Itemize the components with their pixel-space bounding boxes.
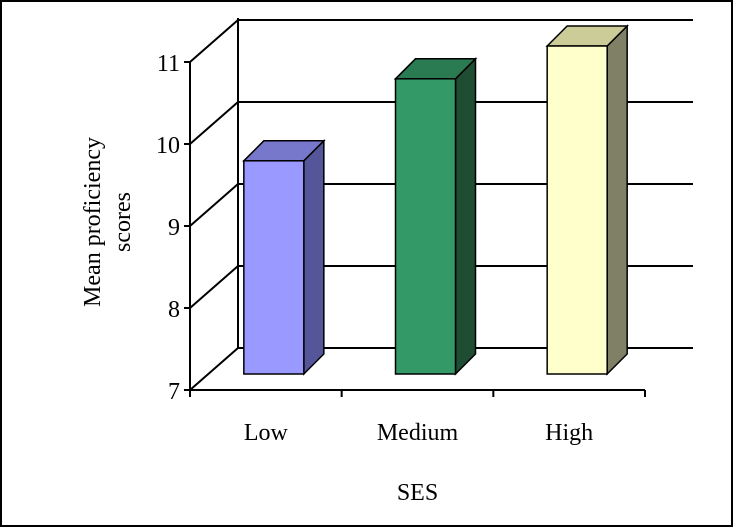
bar-side [454, 56, 477, 376]
x-category-label: Low [244, 420, 289, 446]
bar-side [303, 138, 325, 376]
x-category-label: Medium [377, 420, 459, 446]
y-axis-title: Mean proficiency scores [80, 137, 136, 307]
bar-face [243, 160, 305, 375]
y-tick-label: 11 [157, 51, 180, 77]
x-axis-title: SES [397, 480, 438, 506]
y-tick-label: 7 [168, 379, 180, 405]
bar-face [546, 45, 608, 375]
axes [184, 18, 646, 397]
y-axis-title-line: scores [110, 192, 136, 252]
bar-high [545, 24, 629, 376]
y-tick-label: 10 [156, 133, 180, 159]
bars [242, 24, 629, 376]
y-axis-title-line: Mean proficiency [80, 137, 106, 307]
labels: 7 8 9 10 11 Low Medium High SES Mean proficiency s… [80, 51, 593, 506]
bar-medium [393, 56, 478, 376]
x-category-label: High [545, 420, 593, 446]
y-tick-label: 8 [168, 297, 180, 323]
bar-low [242, 138, 326, 376]
bar-face [394, 78, 457, 375]
y-tick-label: 9 [168, 215, 180, 241]
bar-side [606, 24, 628, 376]
